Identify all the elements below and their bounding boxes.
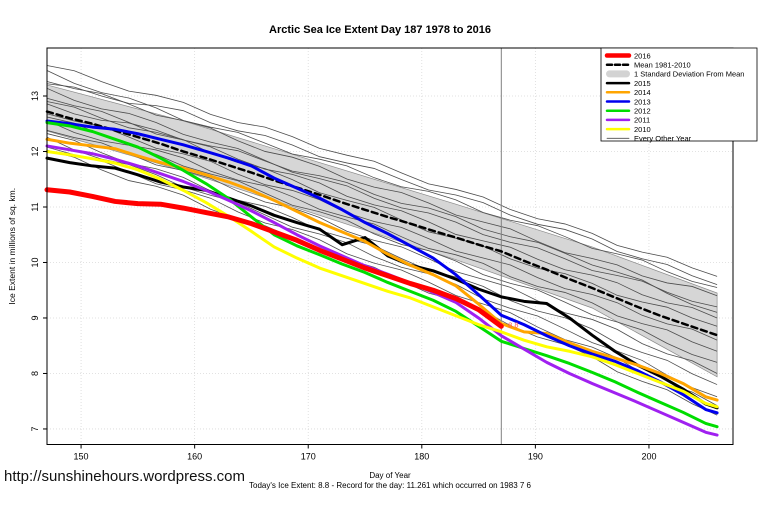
legend-item-label: 1 Standard Deviation From Mean bbox=[634, 70, 744, 79]
legend-item-label: Mean 1981-2010 bbox=[634, 61, 691, 70]
gray-year-line bbox=[46, 81, 718, 297]
gray-year-line bbox=[46, 70, 718, 288]
gray-year-line bbox=[46, 83, 718, 286]
legend-item-label: Every Other Year bbox=[634, 134, 692, 143]
series-line-2014 bbox=[45, 137, 719, 402]
gray-year-line bbox=[46, 113, 718, 341]
gray-year-line bbox=[46, 97, 718, 319]
series-line-2013 bbox=[45, 119, 719, 415]
legend-item-label: 2012 bbox=[634, 107, 651, 116]
legend-item-label: 2013 bbox=[634, 97, 651, 106]
legend-item-label: 2014 bbox=[634, 88, 651, 97]
x-axis-label: Day of Year bbox=[369, 471, 411, 480]
x-tick-label: 160 bbox=[187, 452, 202, 462]
y-tick-label: 8 bbox=[30, 371, 40, 376]
x-tick-label: 190 bbox=[528, 452, 543, 462]
plot-box bbox=[46, 47, 734, 445]
x-tick-label: 150 bbox=[74, 452, 89, 462]
y-tick-label: 9 bbox=[30, 315, 40, 320]
legend-item-label: 2011 bbox=[634, 116, 650, 125]
today-value-label: 8.8 bbox=[508, 321, 518, 330]
legend-swatch-band bbox=[606, 70, 630, 78]
series-line-2010 bbox=[45, 149, 719, 409]
chart-title: Arctic Sea Ice Extent Day 187 1978 to 20… bbox=[269, 24, 491, 36]
gray-year-line bbox=[46, 87, 718, 308]
legend-item-label: 2015 bbox=[634, 79, 651, 88]
source-url: http://sunshinehours.wordpress.com bbox=[4, 468, 245, 485]
y-tick-label: 13 bbox=[30, 91, 40, 101]
y-tick-label: 7 bbox=[30, 426, 40, 431]
series-line-mean-1981-2010 bbox=[45, 110, 719, 337]
legend-item-label: 2016 bbox=[634, 51, 651, 60]
y-axis-label: Ice Extent in millions of sq. km. bbox=[7, 188, 17, 305]
legend-item-label: 2010 bbox=[634, 125, 651, 134]
gray-year-line bbox=[46, 133, 718, 385]
status-line: Today's Ice Extent: 8.8 - Record for the… bbox=[249, 481, 531, 490]
x-tick-label: 170 bbox=[301, 452, 316, 462]
series-line-2016 bbox=[44, 187, 504, 329]
x-tick-label: 180 bbox=[414, 452, 429, 462]
series-line-2012 bbox=[45, 121, 719, 429]
y-tick-label: 10 bbox=[30, 257, 40, 267]
x-tick-label: 200 bbox=[641, 452, 656, 462]
gray-year-line bbox=[46, 103, 718, 313]
gray-year-line bbox=[46, 101, 718, 327]
gray-year-line bbox=[46, 116, 718, 352]
gray-year-line bbox=[46, 130, 718, 374]
gray-year-line bbox=[46, 65, 718, 277]
y-tick-label: 11 bbox=[30, 202, 40, 211]
gray-year-line bbox=[46, 120, 718, 363]
y-tick-label: 12 bbox=[30, 146, 40, 156]
